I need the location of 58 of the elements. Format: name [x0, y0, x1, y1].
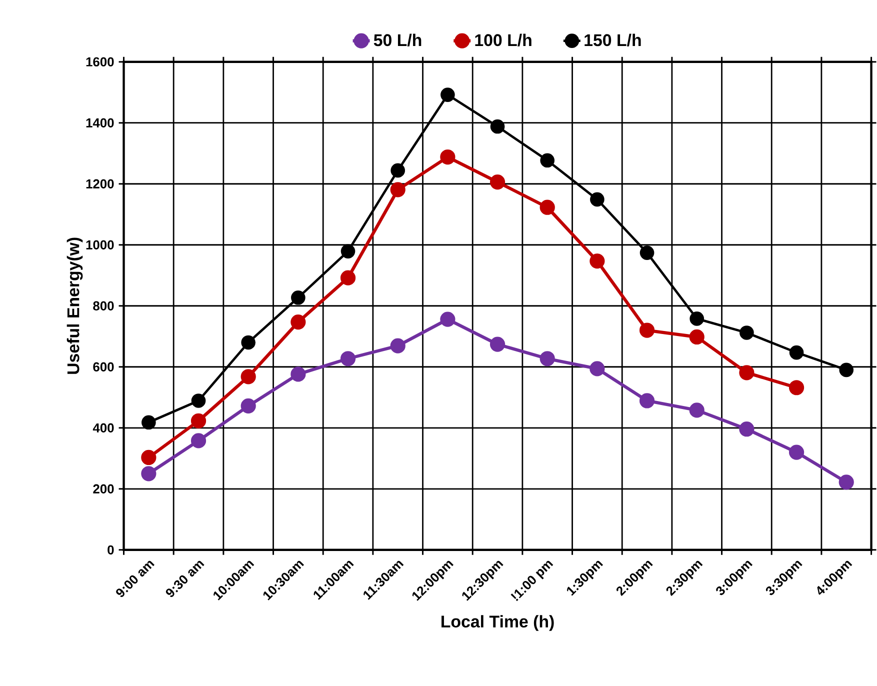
point — [241, 336, 256, 350]
y-tick-label: 1600 — [86, 57, 114, 67]
point — [490, 120, 505, 134]
point — [788, 380, 804, 396]
point — [190, 414, 206, 429]
point — [390, 338, 406, 354]
point — [440, 88, 455, 102]
y-tick-label: 400 — [92, 423, 114, 433]
y-tick-label: 1200 — [86, 179, 114, 189]
point — [290, 366, 306, 382]
point — [839, 362, 854, 378]
legend-label: 100 L/h — [475, 34, 532, 47]
y-tick-label: 200 — [93, 484, 114, 494]
point — [340, 244, 356, 259]
point — [640, 246, 654, 260]
point — [590, 254, 605, 269]
legend-label: 150 L/h — [584, 34, 641, 47]
point — [340, 351, 356, 366]
point — [838, 474, 854, 490]
point — [590, 192, 604, 207]
y-tick-label: 1400 — [86, 118, 114, 128]
point — [689, 402, 704, 418]
point — [590, 361, 605, 376]
point — [739, 422, 754, 437]
x-axis-title: Local Time (h) — [442, 615, 554, 632]
point — [440, 150, 456, 165]
point — [639, 393, 655, 408]
point — [789, 346, 804, 360]
point — [490, 336, 506, 352]
point — [788, 444, 804, 460]
point — [191, 394, 206, 408]
point — [739, 365, 754, 380]
point — [142, 415, 156, 430]
point — [639, 322, 655, 338]
point — [390, 182, 406, 198]
y-tick-label: 600 — [93, 362, 114, 372]
y-tick-label: 0 — [108, 546, 114, 555]
legend-label: 50 L/h — [374, 34, 422, 47]
point — [490, 174, 506, 190]
point — [440, 312, 456, 328]
point — [390, 163, 406, 178]
point — [141, 450, 156, 466]
point — [291, 290, 306, 305]
point — [190, 433, 206, 448]
point — [540, 200, 555, 216]
y-tick-label: 1000 — [86, 240, 114, 250]
point — [290, 314, 306, 330]
point — [340, 270, 356, 286]
point — [689, 330, 704, 345]
point — [141, 466, 156, 482]
y-tick-label: 800 — [93, 301, 114, 311]
point — [740, 326, 754, 340]
y-axis-title: Useful Energy(w) — [66, 238, 83, 374]
point — [240, 398, 256, 414]
point — [690, 312, 704, 326]
point — [240, 369, 256, 384]
point — [540, 351, 555, 366]
point — [540, 153, 555, 168]
